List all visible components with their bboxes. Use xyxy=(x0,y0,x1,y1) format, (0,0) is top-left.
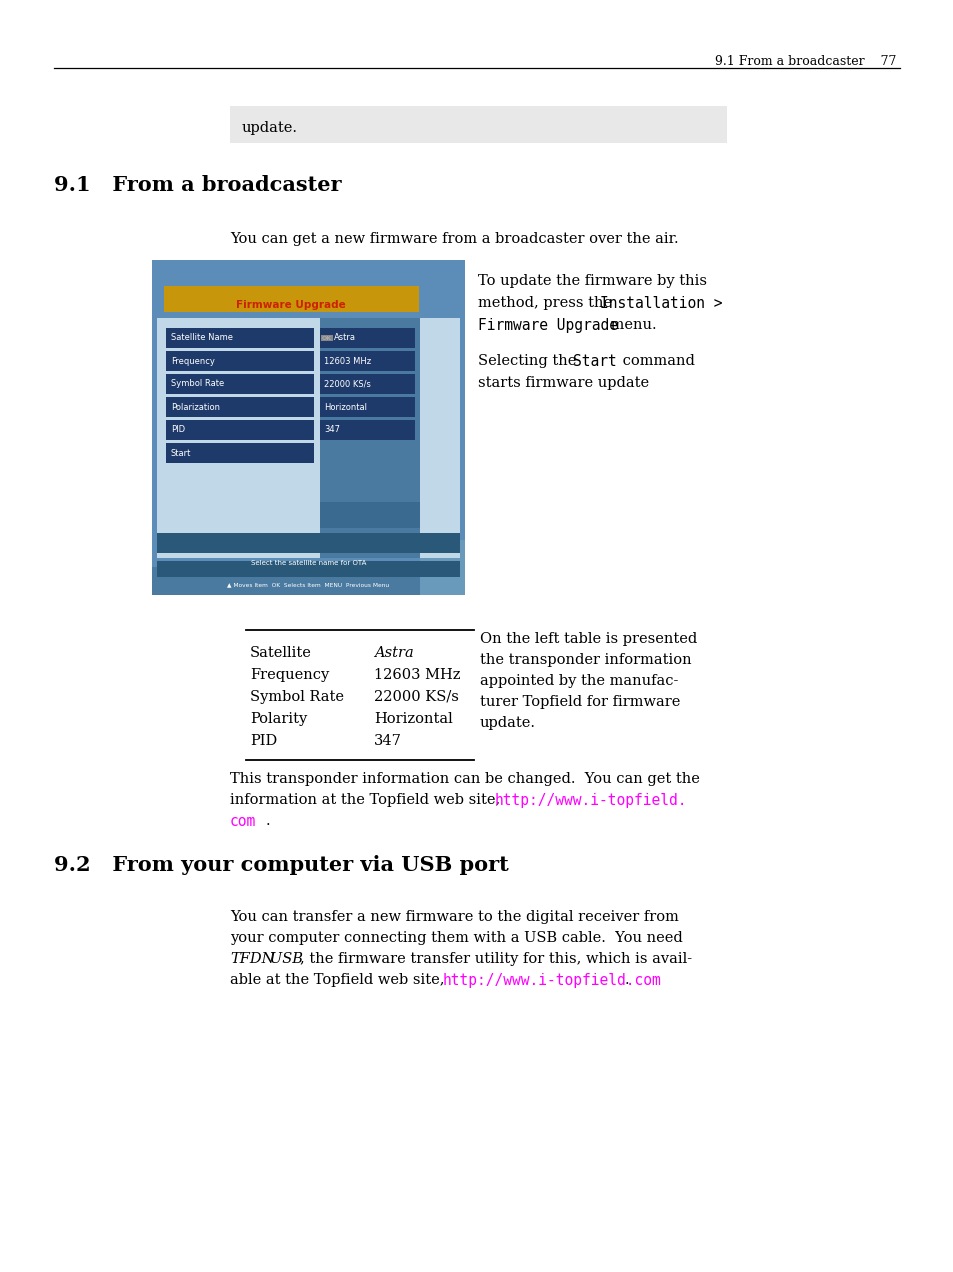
Text: PID: PID xyxy=(250,734,277,748)
Text: the transponder information: the transponder information xyxy=(479,653,691,667)
Bar xyxy=(319,397,415,417)
Text: .: . xyxy=(266,814,271,828)
Text: Astra: Astra xyxy=(334,333,355,342)
Text: Astra: Astra xyxy=(374,646,414,660)
Bar xyxy=(166,351,314,371)
Text: Horizontal: Horizontal xyxy=(324,402,367,412)
Bar xyxy=(166,397,314,417)
Text: Satellite Name: Satellite Name xyxy=(171,333,233,342)
Text: Start: Start xyxy=(573,354,616,369)
Text: Firmware Upgrade: Firmware Upgrade xyxy=(236,300,346,310)
Text: method, press the: method, press the xyxy=(477,296,616,310)
Text: , the firmware transfer utility for this, which is avail-: , the firmware transfer utility for this… xyxy=(299,951,691,965)
Text: 22000 KS/s: 22000 KS/s xyxy=(324,379,371,388)
Text: Polarization: Polarization xyxy=(171,402,220,412)
Text: update.: update. xyxy=(479,716,536,730)
Bar xyxy=(152,567,464,595)
Text: 22000 KS/s: 22000 KS/s xyxy=(374,689,458,703)
Text: Symbol Rate: Symbol Rate xyxy=(171,379,224,388)
Bar xyxy=(319,502,419,528)
Text: ▲ Moves Item  OK  Selects Item  MENU  Previous Menu: ▲ Moves Item OK Selects Item MENU Previo… xyxy=(227,583,389,588)
Bar xyxy=(166,328,314,349)
Text: command: command xyxy=(618,354,694,368)
Text: TFDN: TFDN xyxy=(230,951,274,965)
Bar xyxy=(319,351,415,371)
Text: 9.2   From your computer via USB port: 9.2 From your computer via USB port xyxy=(54,855,508,875)
Text: You can get a new firmware from a broadcaster over the air.: You can get a new firmware from a broadc… xyxy=(230,232,678,245)
Text: Select the satellite name for OTA: Select the satellite name for OTA xyxy=(251,560,366,566)
Bar xyxy=(157,533,459,553)
Text: Frequency: Frequency xyxy=(250,668,329,682)
Text: appointed by the manufac-: appointed by the manufac- xyxy=(479,674,678,688)
Bar xyxy=(157,318,459,558)
Text: 347: 347 xyxy=(324,426,339,435)
Text: 347: 347 xyxy=(374,734,401,748)
Text: Horizontal: Horizontal xyxy=(374,712,453,726)
Bar xyxy=(166,420,314,440)
Text: 9.1   From a broadcaster: 9.1 From a broadcaster xyxy=(54,176,341,195)
Text: http://www.i-topfield.: http://www.i-topfield. xyxy=(495,792,687,808)
Bar xyxy=(166,443,314,463)
Bar xyxy=(319,318,419,558)
Text: PID: PID xyxy=(171,426,185,435)
Text: This transponder information can be changed.  You can get the: This transponder information can be chan… xyxy=(230,772,700,786)
Text: Start: Start xyxy=(171,449,192,458)
Text: 12603 MHz: 12603 MHz xyxy=(374,668,460,682)
Text: To update the firmware by this: To update the firmware by this xyxy=(477,273,706,287)
Text: menu.: menu. xyxy=(605,318,656,332)
Text: starts firmware update: starts firmware update xyxy=(477,377,648,391)
Bar xyxy=(319,374,415,394)
Bar xyxy=(164,286,418,312)
Text: Polarity: Polarity xyxy=(250,712,307,726)
Bar xyxy=(166,374,314,394)
Bar xyxy=(419,541,464,595)
Bar xyxy=(319,328,415,349)
Text: com: com xyxy=(230,814,256,829)
Text: update.: update. xyxy=(242,121,297,135)
Text: You can transfer a new firmware to the digital receiver from: You can transfer a new firmware to the d… xyxy=(230,909,679,923)
Text: Frequency: Frequency xyxy=(171,356,214,365)
Text: Firmware Upgrade: Firmware Upgrade xyxy=(477,318,618,333)
Bar xyxy=(152,259,464,595)
Bar xyxy=(319,420,415,440)
Text: Satellite: Satellite xyxy=(250,646,312,660)
Text: .: . xyxy=(624,973,629,987)
Text: turer Topfield for firmware: turer Topfield for firmware xyxy=(479,695,679,709)
Bar xyxy=(157,561,459,577)
Bar xyxy=(230,106,726,142)
Text: Installation >: Installation > xyxy=(599,296,721,310)
Text: OK: OK xyxy=(322,336,332,341)
Text: your computer connecting them with a USB cable.  You need: your computer connecting them with a USB… xyxy=(230,931,682,945)
Text: information at the Topfield web site,: information at the Topfield web site, xyxy=(230,792,504,806)
Text: http://www.i-topfield.com: http://www.i-topfield.com xyxy=(442,973,661,988)
Text: Selecting the: Selecting the xyxy=(477,354,580,368)
Text: able at the Topfield web site,: able at the Topfield web site, xyxy=(230,973,449,987)
Text: On the left table is presented: On the left table is presented xyxy=(479,632,697,646)
Text: 9.1 From a broadcaster    77: 9.1 From a broadcaster 77 xyxy=(714,55,895,67)
Text: USB: USB xyxy=(267,951,303,965)
Text: 12603 MHz: 12603 MHz xyxy=(324,356,371,365)
Text: Symbol Rate: Symbol Rate xyxy=(250,689,344,703)
